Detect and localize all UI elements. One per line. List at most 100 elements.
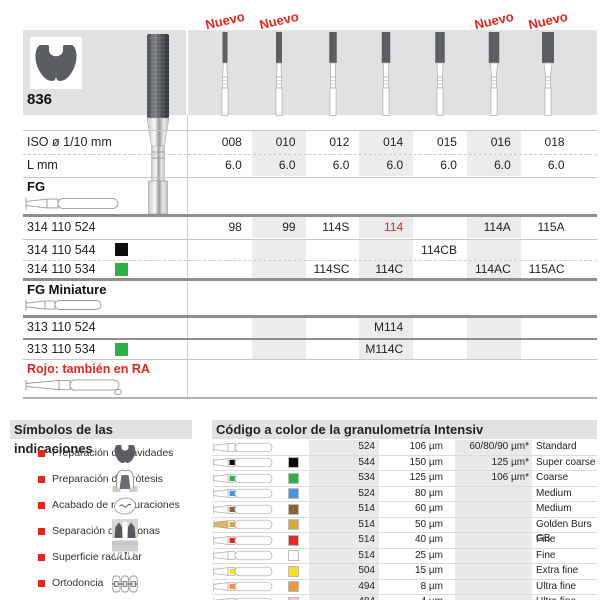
grit-color-swatch — [288, 596, 299, 600]
divider-line — [23, 337, 597, 340]
column-shade — [309, 440, 379, 455]
grit-band-marker — [229, 521, 235, 527]
bur-image-014 — [381, 32, 391, 116]
grit-color-swatch — [288, 565, 299, 577]
restoration-finishing-icon — [112, 493, 138, 519]
section-label-fg-miniature: FG Miniature — [27, 282, 107, 297]
grit-name: Golden Burs GB — [536, 518, 592, 544]
grit-code: 494 — [358, 580, 375, 592]
grit-name: Ultra fine — [536, 580, 577, 592]
list-bullet — [38, 528, 45, 535]
grit-size: 15 µm — [415, 565, 443, 576]
table-cell — [306, 240, 360, 260]
list-bullet — [38, 554, 45, 561]
grit-bur-outline-icon — [213, 581, 273, 592]
granulometry-row: 514 25 µm Fine — [212, 548, 597, 564]
table-cell — [413, 340, 467, 359]
table-cell: 115AC — [528, 261, 565, 276]
grit-size: 8 µm — [420, 580, 443, 592]
indication-label: Preparación de prótesis — [52, 473, 163, 485]
row-label-iso: ISO ø 1/10 mm — [27, 135, 112, 149]
bur-image-016 — [488, 32, 500, 116]
grit-name: Coarse — [536, 472, 569, 483]
bur-image-010 — [275, 32, 283, 116]
part-number: 313 110 524 — [27, 320, 96, 334]
grit-color-swatch — [288, 534, 299, 546]
table-cell — [413, 261, 467, 279]
indication-label: Separación de coronas — [52, 525, 160, 537]
column-shade — [455, 579, 532, 594]
grit-bur-outline-icon — [213, 519, 273, 530]
grit-color-swatch — [288, 550, 299, 561]
table-cell: 6.0 — [359, 155, 414, 176]
column-shade — [455, 471, 532, 486]
orthodontics-icon — [112, 571, 138, 597]
bur-image-018 — [542, 32, 554, 116]
table-cell: 99 — [251, 217, 306, 238]
granulometry-row: 484 4 µm Ultra fine — [212, 595, 597, 600]
table-cell: 010 — [251, 131, 306, 154]
table-cell — [251, 339, 306, 359]
grit-band-marker — [229, 506, 235, 512]
table-cell — [306, 318, 360, 338]
column-shade — [309, 548, 379, 563]
indication-icon-box — [30, 37, 82, 89]
part-number: 313 110 534 — [27, 341, 96, 356]
grit-name: Super coarse — [536, 456, 596, 468]
grit-name: Ultra fine — [536, 595, 576, 600]
grit-band-marker — [229, 552, 235, 558]
table-cell — [306, 340, 360, 359]
grit-size: 106 µm — [409, 441, 443, 452]
cavity-prep-icon — [35, 45, 77, 81]
grit-name: Fine — [536, 549, 556, 561]
table-cell — [198, 261, 252, 279]
table-cell — [466, 239, 521, 260]
table-row-313-110-534: M114C — [198, 339, 575, 359]
column-shade — [309, 517, 379, 532]
grit-size: 150 µm — [409, 456, 443, 468]
grit-bur-outline-icon — [213, 535, 273, 545]
bur-image-008 — [221, 32, 229, 116]
grit-color-swatch — [288, 503, 299, 515]
column-shade — [309, 471, 379, 486]
table-cell — [198, 240, 252, 260]
table-cell: 114CB — [421, 242, 457, 257]
column-shade — [455, 548, 532, 563]
column-shade — [309, 502, 379, 517]
grit-band-marker — [229, 490, 235, 496]
table-cell: 012 — [329, 135, 350, 149]
grit-code: 514 — [358, 503, 375, 514]
table-cell — [251, 260, 306, 278]
grit-name: Medium — [536, 487, 572, 499]
bur-image-015 — [435, 32, 445, 116]
cavity-prep-icon — [112, 441, 138, 467]
product-photo-bur — [146, 34, 170, 214]
root-surface-icon — [112, 545, 138, 571]
grit-legacy-size: 106 µm* — [491, 472, 529, 483]
model-number: 836 — [27, 91, 53, 108]
table-row-length: 6.0 6.0 6.0 6.0 6.0 6.0 6.0 — [198, 155, 575, 176]
grit-code: 484 — [309, 595, 375, 600]
fg-miniature-bur-outline-icon — [25, 299, 102, 311]
list-bullet — [38, 476, 45, 483]
grit-code: 544 — [358, 456, 375, 468]
table-cell: 114C — [359, 260, 414, 278]
table-cell — [251, 239, 306, 260]
table-cell — [521, 240, 575, 260]
divider-line — [23, 358, 597, 360]
table-row-iso: 008 010 012 014 015 016 018 — [198, 131, 575, 154]
table-cell: 114SC — [313, 261, 350, 276]
table-cell: 6.0 — [332, 158, 350, 172]
grit-band-marker — [229, 475, 235, 481]
table-cell: 114 — [359, 217, 414, 238]
ra-bur-outline-icon — [25, 379, 122, 395]
grit-size: 60 µm — [415, 503, 443, 514]
table-row-314-110-544: 114CB — [198, 239, 575, 260]
column-shade — [455, 595, 532, 600]
granulometry-row: 514 50 µm Golden Burs GB — [212, 517, 597, 544]
grit-legacy-size: 60/80/90 µm* — [469, 441, 529, 452]
part-number: 314 110 524 — [27, 220, 96, 234]
grit-band-marker — [229, 537, 235, 543]
grit-size: 125 µm — [409, 472, 443, 483]
column-shade — [309, 595, 379, 600]
